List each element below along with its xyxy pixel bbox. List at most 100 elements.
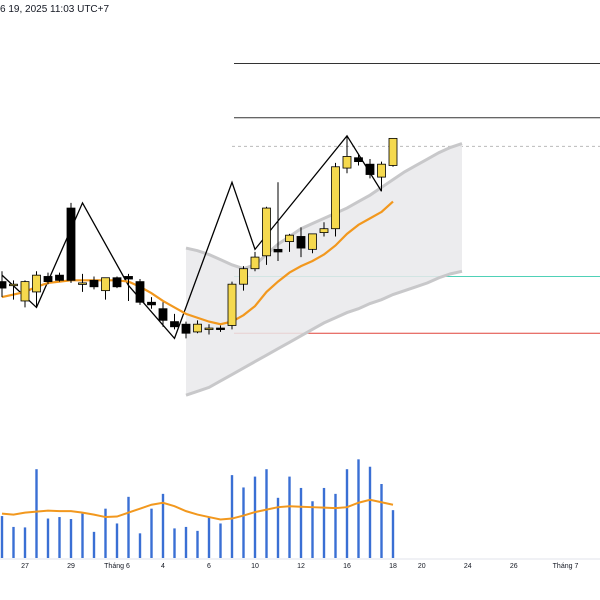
candle-body xyxy=(0,281,7,289)
candle-body xyxy=(101,277,110,292)
candle-body xyxy=(342,156,352,169)
candle-5 xyxy=(55,272,64,282)
candle-body xyxy=(66,207,76,281)
volume-bar-33 xyxy=(380,484,383,558)
candle-20 xyxy=(227,281,237,330)
candle-3 xyxy=(32,271,41,308)
time-axis: 27 29 Tháng 6 4 6 10 12 16 18 20 24 26 Tháng 7 xyxy=(0,558,600,570)
zigzag-pattern xyxy=(1,134,383,340)
volume-bar-28 xyxy=(322,487,326,558)
volume-bar-11 xyxy=(127,496,130,558)
candle-body xyxy=(250,256,260,270)
candle-30 xyxy=(342,135,352,174)
candle-body xyxy=(273,248,283,253)
x-tick-label-11: 26 xyxy=(510,563,518,570)
volume-moving-average xyxy=(1,498,394,521)
volume-bar-7 xyxy=(81,513,84,558)
candle-33 xyxy=(377,161,386,192)
candle-1 xyxy=(9,280,18,300)
candle-9 xyxy=(101,277,110,300)
candle-body xyxy=(43,276,53,283)
candle-26 xyxy=(296,227,306,258)
volume-bar-22 xyxy=(253,476,257,558)
candle-8 xyxy=(89,276,99,290)
candle-body xyxy=(32,274,41,293)
volume-bar-2 xyxy=(23,527,27,558)
candle-4 xyxy=(43,272,53,285)
candle-body xyxy=(365,163,375,175)
volume-bar-21 xyxy=(242,487,245,558)
x-tick-label-12: Tháng 7 xyxy=(553,563,579,570)
candlesticks xyxy=(0,135,398,339)
candle-body xyxy=(227,283,237,326)
volume-bar-19 xyxy=(219,523,222,558)
candle-32 xyxy=(365,159,375,179)
candle-body xyxy=(239,268,248,285)
zigzag-line xyxy=(1,134,383,340)
candle-15 xyxy=(170,313,179,330)
volume-bar-34 xyxy=(391,510,395,558)
volume-bar-20 xyxy=(230,475,234,558)
volume-bar-17 xyxy=(196,530,199,558)
candle-27 xyxy=(308,233,317,254)
x-tick-label-2: Tháng 6 xyxy=(104,563,130,570)
candle-body xyxy=(388,137,398,166)
candle-body xyxy=(135,281,145,303)
candle-body xyxy=(285,234,294,243)
candle-body xyxy=(89,279,99,288)
volume-bar-24 xyxy=(276,497,280,558)
volume-bar-18 xyxy=(207,517,211,558)
volume-bar-5 xyxy=(58,517,61,558)
candle-2 xyxy=(20,280,30,308)
candle-body xyxy=(193,323,202,333)
x-tick-label-10: 24 xyxy=(464,563,472,570)
volume-bar-4 xyxy=(46,518,50,558)
volume-bar-15 xyxy=(173,528,176,558)
candle-31 xyxy=(354,153,363,166)
x-tick-label-5: 10 xyxy=(251,563,259,570)
x-tick-label-0: 27 xyxy=(21,563,29,570)
candle-body xyxy=(204,327,214,330)
candle-body xyxy=(170,321,179,328)
volume-bar-12 xyxy=(138,533,142,558)
candle-13 xyxy=(147,297,156,309)
ma-line xyxy=(1,200,394,326)
candle-21 xyxy=(239,266,248,291)
channel-fill xyxy=(186,143,462,396)
candle-6 xyxy=(66,202,76,283)
candle-23 xyxy=(262,206,271,265)
volume-bar-25 xyxy=(288,476,291,558)
x-tick-label-6: 12 xyxy=(297,563,305,570)
x-tick-label-8: 18 xyxy=(389,563,397,570)
candle-19 xyxy=(216,325,225,332)
volume-bar-13 xyxy=(150,508,153,558)
candle-body xyxy=(20,281,30,302)
candle-body xyxy=(78,282,87,285)
volume-bar-1 xyxy=(12,526,15,558)
candle-10 xyxy=(112,276,122,289)
candle-18 xyxy=(204,324,214,335)
volume-bar-9 xyxy=(104,508,107,558)
candle-body xyxy=(124,276,133,280)
candle-body xyxy=(147,301,156,306)
x-tick-label-4: 6 xyxy=(207,563,211,570)
candle-24 xyxy=(273,182,283,261)
candle-12 xyxy=(135,279,145,305)
x-tick-label-7: 16 xyxy=(343,563,351,570)
chart-timestamp: 6 19, 2025 11:03 UTC+7 xyxy=(0,4,110,15)
volume-bar-6 xyxy=(69,519,73,558)
volume-bar-8 xyxy=(92,531,96,558)
x-tick-label-9: 20 xyxy=(418,563,426,570)
candle-body xyxy=(296,236,306,249)
volume-ma-line xyxy=(1,498,394,521)
candle-17 xyxy=(193,320,202,334)
channel-lower xyxy=(185,269,463,397)
volume-bar-16 xyxy=(184,526,188,558)
candle-body xyxy=(308,233,317,250)
volume-bar-31 xyxy=(357,459,360,558)
candle-11 xyxy=(124,273,133,301)
x-tick-label-1: 29 xyxy=(67,563,75,570)
candle-7 xyxy=(78,273,87,292)
candle-body xyxy=(354,157,363,163)
